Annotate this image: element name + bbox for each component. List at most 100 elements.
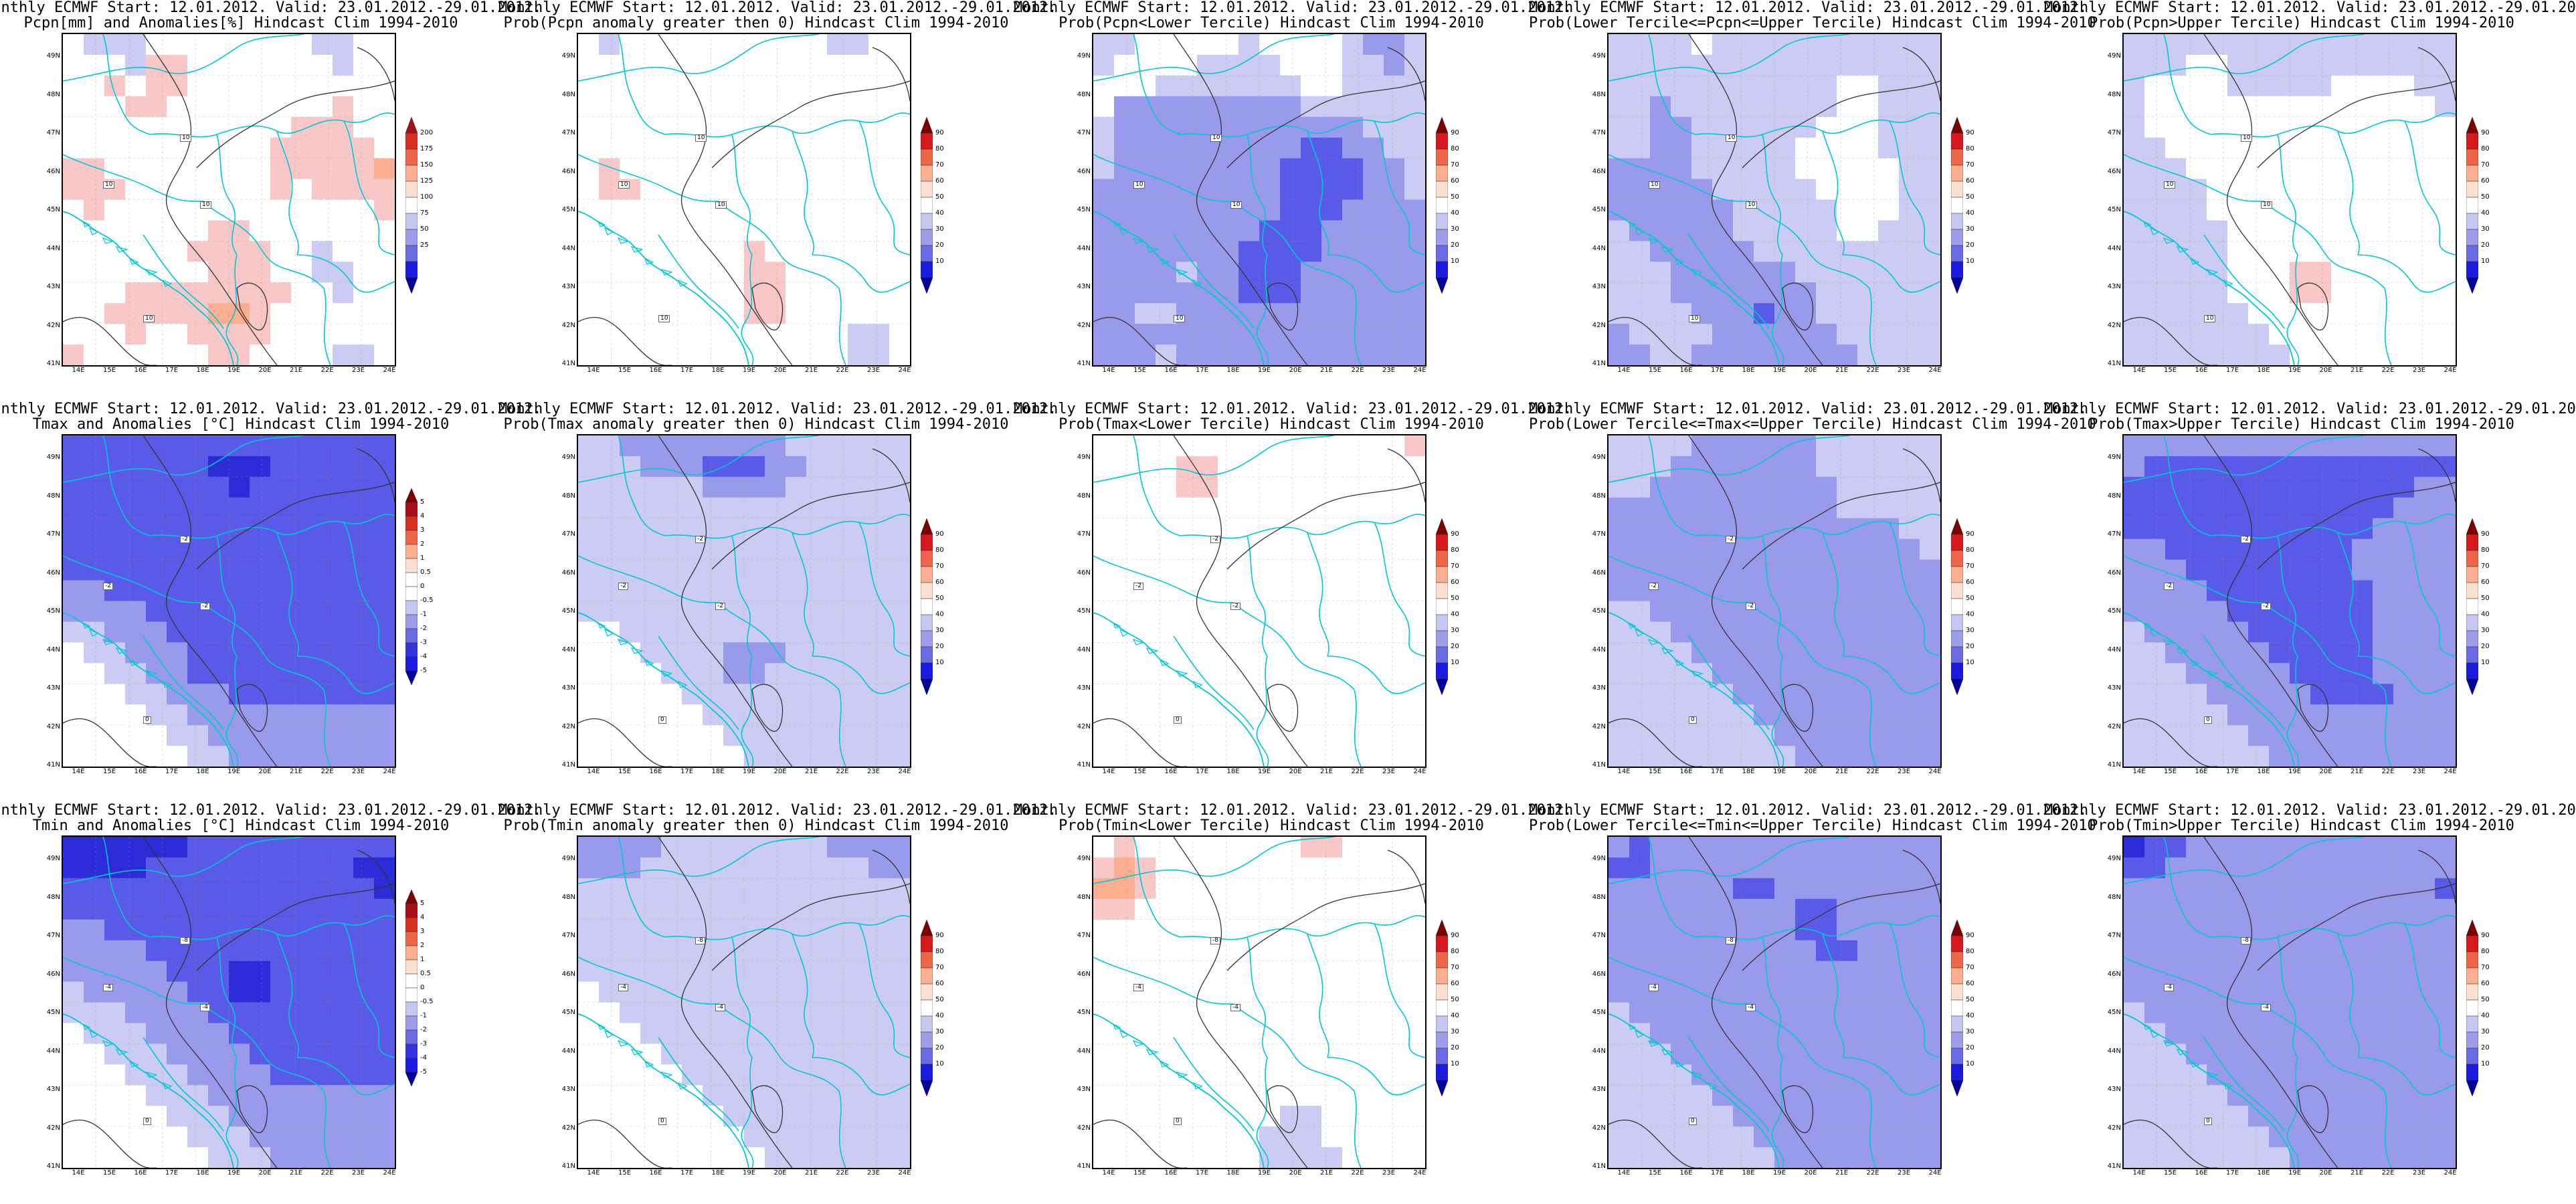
field-cell [2435,220,2456,241]
country-borders [63,435,395,767]
field-cell [744,303,765,324]
field-cell [2227,303,2249,324]
field-cell [1114,282,1135,304]
island-outline [1708,1082,1718,1090]
island-outline [102,1039,114,1047]
field-cell [270,435,292,457]
border-line [731,134,753,256]
border-line [1327,1057,1425,1096]
field-cell [578,663,600,684]
field-cell [104,940,126,962]
border-line [1842,1057,1940,1096]
longitude-tick-label: 22E [320,367,334,374]
field-cell [374,621,395,643]
field-cell [1384,878,1405,900]
longitude-tick-label: 20E [773,1169,787,1177]
field-cell [1280,857,1301,879]
field-cell [1837,940,1858,962]
field-cell [1837,878,1858,900]
color-scale-label: -4 [420,1054,427,1062]
field-cell [374,199,395,221]
field-cell [2124,241,2145,262]
field-cell [291,54,312,76]
border-line [1327,254,1425,293]
field-cell [723,1064,745,1086]
field-cell [1671,179,1692,201]
field-cell [578,559,600,581]
field-cell [146,158,167,180]
border-line [1256,656,1269,767]
field-cell [889,179,910,201]
field-cell [1342,940,1364,962]
field-cell [848,435,869,457]
field-cell [1691,137,1713,159]
field-cell [2165,34,2187,56]
color-scale-swatch [405,277,418,294]
latitude-tick-label: 41N [2107,761,2121,769]
field-cell [2269,621,2290,643]
field-cell [2165,621,2187,643]
field-cell [806,663,828,684]
field-cell [2414,601,2435,623]
longitude-tick-label: 20E [1289,1169,1302,1177]
field-cell [806,456,828,478]
field-cell [744,1002,765,1024]
latitude-tick-label: 41N [1592,360,1606,367]
contour-label: -4 [103,984,113,991]
latitude-tick-label: 45N [1077,607,1091,615]
field-cell [1671,54,1692,76]
field-cell [2352,837,2373,858]
field-cell [1712,601,1734,623]
field-cell [2331,220,2353,241]
field-cell [786,116,807,138]
field-cell [291,1126,312,1148]
field-cell [1691,725,1713,746]
field-cell [723,663,745,684]
field-cell [1733,857,1754,879]
latitude-tick-label: 43N [2107,283,2121,290]
field-cell [1321,684,1343,705]
field-cell [1156,725,1177,746]
field-cell [2373,456,2394,478]
longitude-tick-label: 23E [351,768,365,775]
latitude-tick-label: 44N [1077,645,1091,654]
longitude-tick-label: 23E [866,367,881,374]
field-cell [848,725,869,746]
field-cell [620,704,641,726]
longitude-tick-label: 20E [773,768,787,775]
longitude-tick-label: 16E [1164,1169,1178,1177]
title-line-2: Prob(Lower Tercile<=Tmax<=Upper Tercile)… [1529,416,2096,433]
field-cell [806,857,828,879]
field-cell [1691,96,1713,118]
field-cell [848,704,869,726]
field-cell [291,621,312,643]
field-cell [1363,981,1384,1003]
island-outline [128,1060,139,1068]
color-scale-label: 80 [935,144,944,153]
field-cell [640,303,662,324]
field-cell [125,303,147,324]
field-cell [2124,663,2145,684]
field-cell [723,642,745,664]
field-cell [2373,621,2394,643]
field-cell [2269,456,2290,478]
color-scale-label: 20 [1966,1043,1974,1051]
field-cell [208,282,229,304]
contour-line [1173,837,1308,1168]
color-scale-swatch [1435,598,1449,615]
field-cell [1629,704,1651,726]
field-cell [270,1043,292,1065]
field-cell [1671,580,1692,602]
field-cell [1301,837,1322,858]
field-cell [291,282,312,304]
field-cell [1135,919,1156,941]
shaded-field [1608,837,1940,1168]
field-cell [146,538,167,561]
field-cell [1816,961,1837,983]
field-cell [889,116,910,138]
color-scale-label: 20 [935,241,944,249]
field-cell [2414,456,2435,478]
field-cell [620,642,641,664]
field-cell [1837,199,1858,221]
longitude-tick-label: 15E [1648,367,1662,374]
